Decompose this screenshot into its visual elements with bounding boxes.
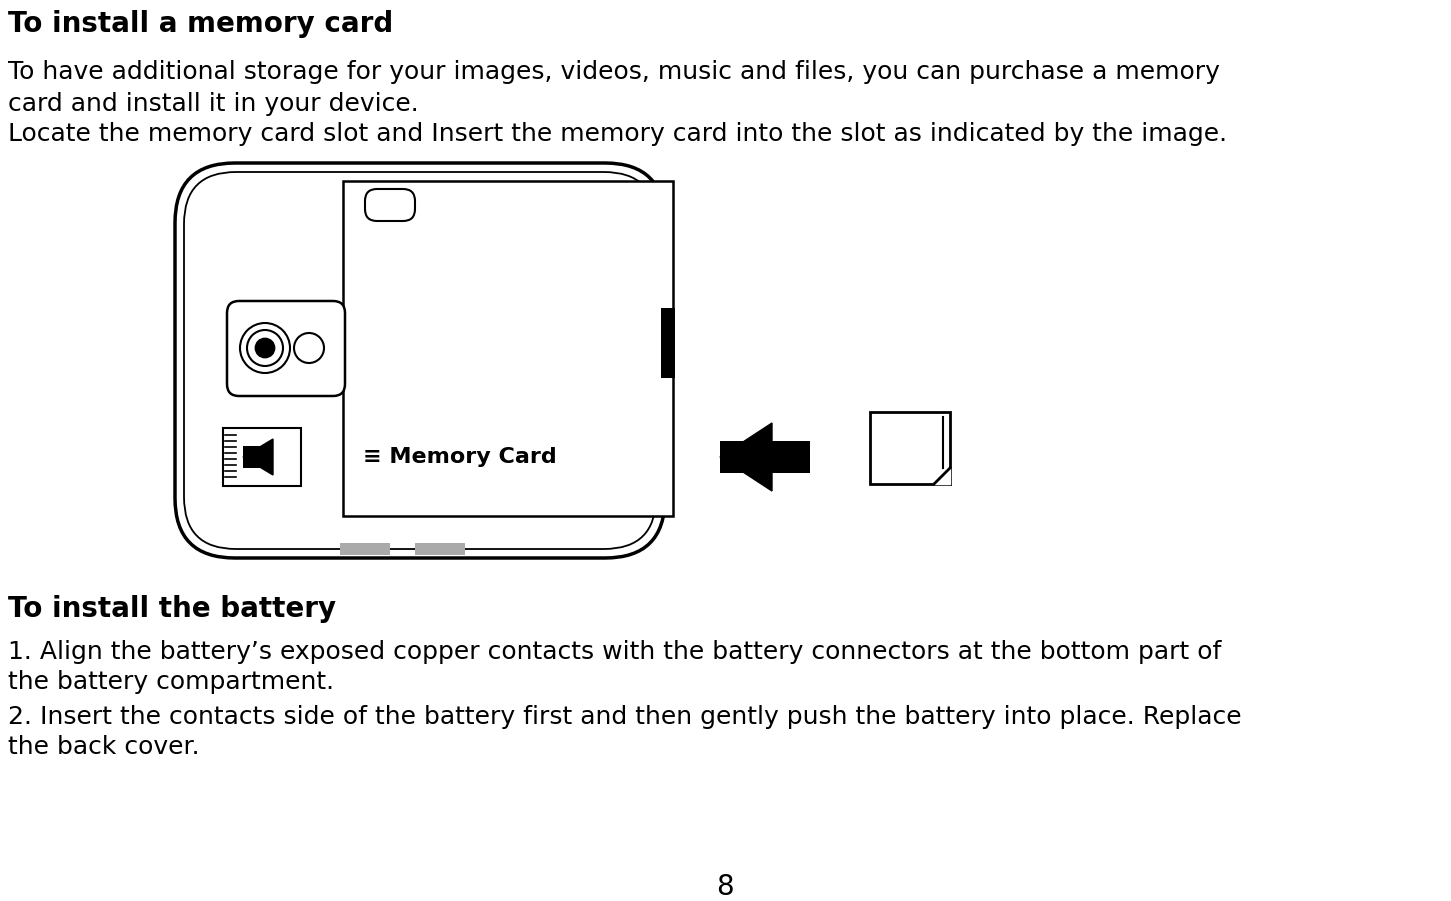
Bar [720,441,810,473]
Text: 1. Align the battery’s exposed copper contacts with the battery connectors at th: 1. Align the battery’s exposed copper co… [9,640,1222,664]
Text: To have additional storage for your images, videos, music and files, you can pur: To have additional storage for your imag… [9,60,1220,84]
Text: ≡ Memory Card: ≡ Memory Card [363,447,557,467]
Text: To install the battery: To install the battery [9,595,337,623]
Text: To install a memory card: To install a memory card [9,10,393,38]
Bar [662,308,675,378]
Text: Locate the memory card slot and Insert the memory card into the slot as indicate: Locate the memory card slot and Insert t… [9,122,1228,146]
Bar [415,543,464,555]
Text: the back cover.: the back cover. [9,735,200,759]
Circle shape [255,339,274,357]
Text: 8: 8 [717,873,734,901]
FancyBboxPatch shape [226,301,345,396]
Bar [871,412,950,484]
Bar [342,181,673,516]
Text: 2. Insert the contacts side of the battery first and then gently push the batter: 2. Insert the contacts side of the batte… [9,705,1242,729]
Text: card and install it in your device.: card and install it in your device. [9,92,419,116]
Polygon shape [720,423,772,491]
FancyBboxPatch shape [176,163,665,558]
Polygon shape [242,439,273,475]
Bar [223,428,300,486]
Polygon shape [934,468,950,484]
Bar [242,446,271,468]
Bar [340,543,390,555]
Text: the battery compartment.: the battery compartment. [9,670,334,694]
